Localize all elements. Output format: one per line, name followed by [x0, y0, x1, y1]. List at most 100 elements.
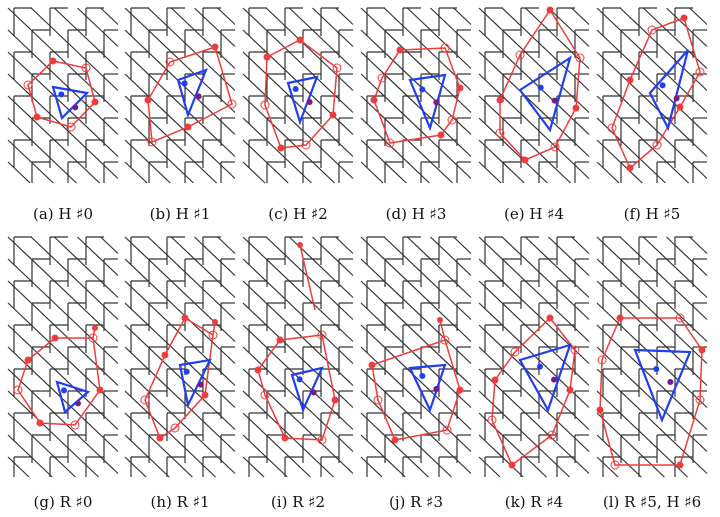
caption-g: (g) R ♯0	[33, 493, 93, 511]
point-marker	[653, 366, 660, 372]
vertex-marker	[147, 137, 157, 147]
lattice-line	[53, 7, 119, 69]
lattice-line	[124, 368, 236, 474]
caption-j: (j) R ♯3	[389, 493, 443, 511]
lattice-line	[265, 236, 354, 320]
lattice-line	[453, 7, 472, 25]
vertex-marker	[396, 46, 404, 54]
lattice-line	[242, 280, 354, 386]
vertex-marker	[647, 25, 657, 35]
lattice-line	[478, 368, 590, 474]
vertex-marker	[33, 113, 41, 121]
lattice-line	[478, 390, 570, 478]
lattice-grid	[124, 7, 236, 184]
lattice-line	[360, 368, 472, 474]
vertex-marker	[144, 96, 152, 104]
panel-d	[360, 7, 472, 184]
lattice-line	[596, 324, 708, 430]
lattice-line	[124, 258, 236, 364]
hull-polygon	[147, 46, 233, 144]
query-triangle	[518, 55, 572, 133]
lattice-line	[7, 139, 54, 184]
vertex-marker	[227, 99, 237, 109]
lattice-line	[100, 7, 119, 25]
vertex-marker	[161, 351, 169, 359]
lattice-line	[312, 7, 354, 47]
caption-e: (e) H ♯4	[504, 205, 564, 223]
vertex-marker	[437, 131, 445, 139]
lattice-line	[242, 161, 266, 184]
lattice-line	[7, 456, 30, 478]
hull-polygon	[144, 316, 214, 440]
vertex-marker	[297, 242, 303, 248]
lattice-line	[124, 302, 236, 408]
vertex-marker	[296, 36, 304, 44]
lattice-line	[548, 7, 590, 47]
vertex-marker	[546, 6, 554, 14]
vertex-marker	[695, 67, 705, 77]
lattice-grid	[478, 236, 590, 478]
lattice-line	[242, 117, 312, 184]
vertex-marker	[49, 57, 57, 65]
lattice-line	[596, 258, 708, 364]
lattice-line	[360, 139, 407, 184]
lattice-line	[478, 456, 501, 478]
lattice-line	[596, 390, 688, 478]
lattice-line	[7, 434, 53, 478]
panel-g	[7, 236, 119, 478]
lattice-line	[242, 236, 354, 342]
lattice-line	[217, 7, 236, 25]
vertex-marker	[329, 111, 337, 119]
vertex-marker	[496, 96, 504, 104]
vertex-marker	[675, 313, 685, 323]
point-marker	[667, 379, 674, 385]
lattice-line	[242, 258, 354, 364]
lattice-line	[360, 302, 472, 408]
point-marker	[296, 376, 303, 383]
lattice-line	[217, 236, 236, 254]
lattice-line	[501, 7, 590, 91]
lattice-line	[124, 412, 193, 478]
lattice-line	[242, 51, 354, 157]
vertex-marker	[626, 164, 634, 172]
lattice-line	[242, 73, 354, 179]
vertex-marker	[23, 80, 33, 90]
query-triangle	[51, 85, 90, 121]
vertex-marker	[368, 361, 376, 369]
lattice-line	[360, 236, 472, 342]
panel-k	[478, 236, 590, 478]
lattice-line	[596, 73, 708, 179]
query-triangle	[176, 68, 208, 119]
point-marker	[197, 381, 204, 388]
hull-polygon	[27, 60, 96, 128]
lattice-line	[7, 368, 119, 474]
caption-d: (d) H ♯3	[385, 205, 447, 223]
lattice-line	[360, 29, 472, 135]
vertex-marker	[385, 138, 395, 148]
lattice-line	[7, 29, 119, 135]
vertex-marker	[491, 376, 499, 384]
caption-i: (i) R ♯2	[270, 493, 326, 511]
point-marker	[551, 376, 557, 383]
lattice-line	[360, 161, 384, 184]
vertex-marker	[13, 385, 23, 395]
lattice-line	[596, 161, 620, 184]
caption-f: (f) H ♯5	[623, 205, 681, 223]
vertex-marker	[437, 317, 443, 323]
point-marker	[75, 400, 81, 407]
lattice-grid	[124, 236, 236, 478]
vertex-marker	[81, 63, 91, 73]
lattice-line	[288, 7, 354, 69]
lattice-line	[619, 236, 708, 320]
vertex-marker	[508, 461, 516, 469]
vertex-marker	[24, 356, 32, 364]
lattice-line	[571, 236, 590, 254]
lattice-line	[194, 7, 236, 47]
vertex-marker	[373, 395, 383, 405]
lattice-line	[478, 139, 525, 184]
lattice-line	[360, 456, 383, 478]
lattice-line	[170, 7, 236, 69]
panel-h	[124, 236, 236, 478]
lattice-line	[77, 7, 119, 47]
